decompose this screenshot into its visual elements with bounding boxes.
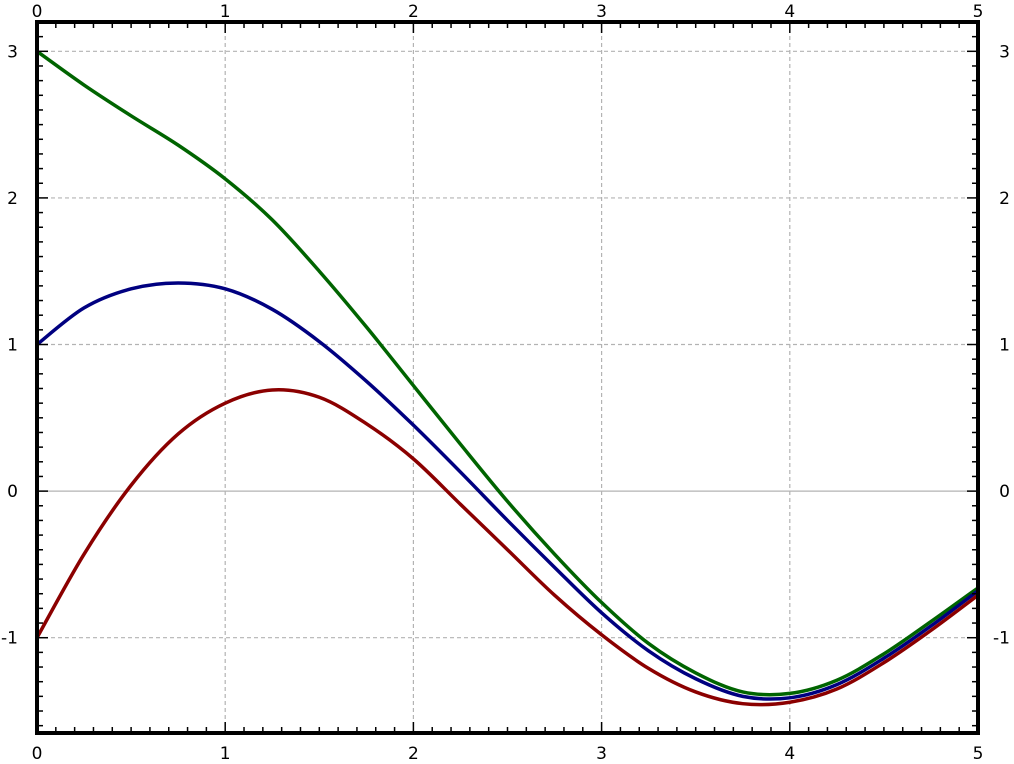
x-tick-label-bottom: 5: [973, 744, 984, 764]
series-line-green: [35, 49, 980, 697]
x-tick-label-bottom: 3: [596, 744, 607, 764]
y-tick-label-left: -1: [1, 629, 18, 649]
series-lines: [35, 49, 980, 707]
y-tick-label-left: 0: [7, 482, 18, 502]
y-tick-label-right: 2: [999, 189, 1010, 209]
x-tick-label-top: 5: [973, 2, 984, 22]
series-line-blue: [35, 281, 980, 701]
x-tick-label-bottom: 2: [408, 744, 419, 764]
y-tick-label-left: 1: [7, 336, 18, 356]
plot-frame: [35, 20, 980, 735]
x-tick-label-bottom: 0: [32, 744, 43, 764]
grid-lines: [37, 22, 978, 733]
x-tick-label-top: 4: [784, 2, 795, 22]
y-tick-label-right: -1: [993, 629, 1010, 649]
x-tick-label-bottom: 1: [220, 744, 231, 764]
y-tick-label-right: 3: [999, 42, 1010, 62]
y-tick-label-right: 0: [999, 482, 1010, 502]
x-tick-label-top: 1: [220, 2, 231, 22]
y-tick-label-left: 3: [7, 42, 18, 62]
y-tick-label-left: 2: [7, 189, 18, 209]
x-tick-label-top: 3: [596, 2, 607, 22]
y-tick-label-right: 1: [999, 336, 1010, 356]
x-tick-label-top: 0: [32, 2, 43, 22]
series-line-red: [35, 388, 980, 707]
x-tick-label-bottom: 4: [784, 744, 795, 764]
x-tick-label-top: 2: [408, 2, 419, 22]
